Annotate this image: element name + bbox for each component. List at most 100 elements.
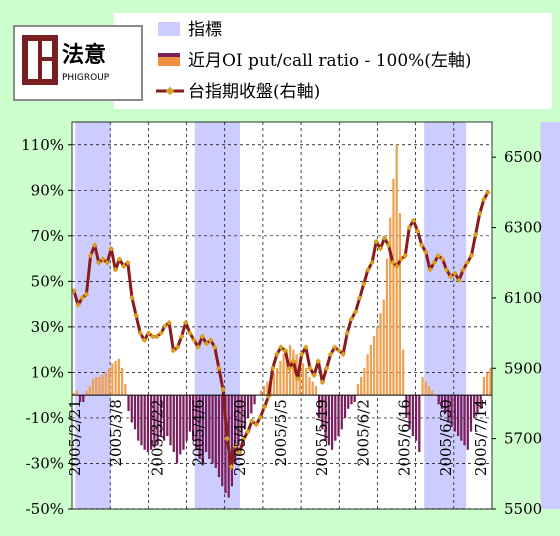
- index-point-99: [481, 196, 487, 203]
- index-point-87: [431, 259, 438, 266]
- ratio-bar-13: [114, 361, 117, 396]
- ratio-bar-16: [124, 383, 127, 396]
- index-point-12: [120, 263, 127, 270]
- index-point-10: [112, 266, 119, 273]
- index-point-37: [224, 435, 231, 442]
- ratio-bar-0: [72, 392, 75, 396]
- ratio-bar-17: [127, 395, 130, 412]
- index-point-40: [236, 449, 243, 456]
- index-point-27: [182, 319, 189, 326]
- ratio-bar-42: [208, 395, 211, 459]
- shade-region-3: [540, 122, 560, 509]
- ratio-bar-51: [237, 395, 240, 446]
- ratio-bar-109: [424, 381, 427, 396]
- ratio-bar-85: [347, 395, 350, 409]
- index-point-57: [307, 365, 313, 372]
- ratio-bar-74: [311, 381, 314, 396]
- index-point-35: [216, 365, 222, 372]
- ratio-bar-45: [217, 395, 221, 478]
- index-point-51: [282, 347, 288, 354]
- ratio-bar-90: [363, 367, 366, 396]
- logo-mark-inner-2: [42, 41, 52, 57]
- index-point-13: [124, 259, 131, 266]
- ratio-bar-86: [350, 395, 353, 405]
- left-tick-label-3: 50%: [31, 272, 64, 290]
- index-point-6: [96, 259, 102, 266]
- right-tick-label-2: 6100: [504, 289, 542, 307]
- ratio-bar-82: [337, 395, 340, 437]
- ratio-bar-25: [153, 395, 156, 448]
- ratio-bar-21: [140, 395, 143, 446]
- index-point-71: [365, 266, 371, 273]
- index-point-32: [203, 340, 210, 347]
- index-point-89: [439, 256, 446, 263]
- index-point-55: [298, 351, 305, 358]
- ratio-bar-116: [447, 395, 450, 423]
- index-point-61: [323, 365, 330, 372]
- right-tick-label-1: 6300: [504, 219, 542, 237]
- ratio-bar-114: [440, 395, 444, 409]
- index-point-16: [137, 330, 144, 336]
- legend: 指標 近月OI put/call ratio - 100%(左軸) 台指期收盤(…: [114, 13, 552, 109]
- ratio-bar-35: [185, 395, 188, 441]
- index-point-84: [418, 242, 425, 248]
- ratio-bar-89: [360, 376, 363, 396]
- index-point-46: [261, 404, 268, 410]
- logo-cn-text: 法意: [62, 42, 106, 68]
- ratio-bar-7: [95, 376, 98, 396]
- left-tick-label-7: -30%: [26, 454, 64, 472]
- index-point-72: [369, 259, 375, 266]
- index-point-76: [385, 242, 392, 248]
- ratio-bar-5: [88, 386, 91, 396]
- ratio-bar-28: [162, 395, 166, 441]
- index-point-29: [191, 337, 197, 343]
- shade-region-0: [75, 122, 111, 509]
- ratio-bar-78: [324, 395, 327, 441]
- index-point-56: [303, 344, 309, 350]
- ratio-bar-12: [111, 363, 114, 396]
- ratio-bar-92: [369, 345, 372, 396]
- index-point-25: [174, 344, 181, 350]
- ratio-bar-95: [379, 313, 382, 396]
- ratio-bar-11: [108, 367, 111, 396]
- index-point-94: [460, 266, 466, 273]
- index-point-95: [464, 259, 471, 266]
- date-label-7: 2005/6/2: [354, 399, 372, 466]
- index-point-36: [220, 386, 226, 393]
- legend-box: [114, 13, 552, 109]
- index-point-33: [207, 337, 214, 343]
- index-point-0: [71, 288, 77, 294]
- ratio-bar-77: [321, 395, 324, 430]
- ratio-bar-26: [156, 395, 159, 446]
- ratio-bar-93: [372, 335, 376, 396]
- ratio-bar-68: [292, 349, 295, 396]
- date-label-0: 2005/2/21: [66, 399, 84, 476]
- index-point-42: [245, 428, 251, 435]
- ratio-bar-52: [240, 395, 243, 437]
- date-label-10: 2005/7/14: [472, 399, 490, 476]
- index-point-26: [178, 333, 185, 340]
- legend-label-bar: 近月OI put/call ratio - 100%(左軸): [188, 51, 472, 71]
- index-point-62: [327, 351, 334, 358]
- ratio-bar-108: [421, 376, 424, 396]
- date-label-4: 2005/4/20: [231, 399, 249, 476]
- ratio-bar-102: [402, 349, 405, 396]
- index-point-86: [427, 266, 433, 273]
- ratio-bar-23: [146, 395, 150, 453]
- ratio-bar-41: [204, 395, 208, 453]
- ratio-bar-37: [192, 395, 195, 441]
- date-label-2: 2005/3/22: [148, 399, 166, 476]
- ratio-bar-56: [253, 395, 256, 405]
- ratio-bar-9: [101, 374, 104, 396]
- ratio-bar-84: [343, 395, 347, 418]
- left-tick-label-1: 90%: [31, 181, 64, 199]
- index-point-79: [398, 256, 404, 263]
- index-point-63: [331, 344, 338, 350]
- index-point-43: [249, 418, 255, 424]
- logo-mark-inner-3: [42, 61, 52, 79]
- ratio-bar-6: [91, 379, 95, 396]
- ratio-bar-38: [195, 395, 198, 450]
- ratio-bar-65: [282, 354, 285, 396]
- ratio-bars: [72, 144, 492, 498]
